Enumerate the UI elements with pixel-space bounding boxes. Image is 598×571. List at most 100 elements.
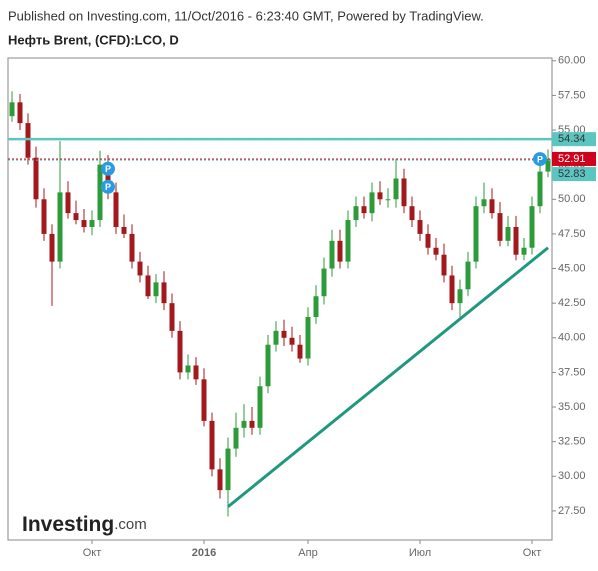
y-tick-label: 35.00 <box>558 401 586 413</box>
candle-body <box>457 289 463 304</box>
candle-body <box>121 226 127 234</box>
candle-body <box>345 220 351 262</box>
candle-body <box>497 213 503 241</box>
price-label: 54.34 <box>558 133 586 145</box>
candle-body <box>233 427 239 449</box>
candle-body <box>433 247 439 255</box>
x-tick-label: Окт <box>83 547 102 559</box>
y-tick-label: 40.00 <box>558 332 586 344</box>
y-tick-label: 60.00 <box>558 55 586 67</box>
plot-border <box>7 57 553 541</box>
instrument: Нефть Brent, (CFD):LCO, D <box>8 32 179 47</box>
price-label-box <box>552 151 596 166</box>
logo-suffix: .com <box>114 516 147 533</box>
candle-body <box>265 344 271 387</box>
candle-body <box>449 275 455 304</box>
marker <box>533 152 547 167</box>
candle-body <box>225 448 231 491</box>
candle-body <box>113 192 119 227</box>
candle-body <box>145 275 151 297</box>
candle-body <box>137 261 143 276</box>
candle-body <box>537 171 543 207</box>
candle-body <box>273 330 279 345</box>
marker-label: P <box>105 182 111 192</box>
candle-body <box>481 199 487 207</box>
candle-body <box>9 102 15 117</box>
candle-body <box>201 379 207 421</box>
y-tick-label: 27.50 <box>558 505 586 517</box>
price-label-box <box>552 132 596 147</box>
y-tick-label: 45.00 <box>558 262 586 274</box>
y-tick-label: 30.00 <box>558 470 586 482</box>
y-tick-label: 50.00 <box>558 193 586 205</box>
candle-body <box>177 330 183 373</box>
candle-body <box>209 420 215 470</box>
candle-body <box>89 220 95 227</box>
candle-body <box>161 282 167 304</box>
candle-body <box>73 213 79 221</box>
candle-body <box>529 206 535 248</box>
candle-body <box>241 420 247 428</box>
candle-body <box>249 420 255 428</box>
logo: Investing.com <box>22 513 147 536</box>
candle-body <box>473 206 479 262</box>
candle-body <box>185 365 191 373</box>
price-label: 52.83 <box>558 168 586 180</box>
candle-body <box>33 157 39 200</box>
candle-body <box>521 247 527 255</box>
logo-name: Investing <box>22 513 114 536</box>
candle-body <box>385 199 391 201</box>
marker <box>101 179 115 194</box>
candle-body <box>329 240 335 269</box>
candle-body <box>49 233 55 262</box>
candle-body <box>153 282 159 297</box>
candle-body <box>81 220 87 227</box>
published: Published on Investing.com, 11/Oct/2016 … <box>8 8 484 23</box>
candle-body <box>105 164 111 193</box>
y-tick-label: 57.50 <box>558 89 586 101</box>
price-label: 52.91 <box>558 153 586 165</box>
marker <box>101 161 115 176</box>
candle-body <box>169 303 175 331</box>
candle-body <box>425 233 431 248</box>
y-tick-label: 37.50 <box>558 366 586 378</box>
candle-body <box>401 178 407 207</box>
x-tick-label: Апр <box>298 547 317 559</box>
y-tick-label: 42.50 <box>558 297 586 309</box>
marker-label: P <box>537 154 543 164</box>
candle-body <box>441 254 447 276</box>
candle-body <box>281 330 287 338</box>
candle-body <box>513 226 519 255</box>
x-tick-label: Окт <box>523 547 542 559</box>
candle-body <box>369 192 375 214</box>
x-tick-label: 2016 <box>192 547 216 559</box>
candle-body <box>505 226 511 241</box>
candle-body <box>417 220 423 234</box>
y-tick-label: 47.50 <box>558 228 586 240</box>
candle-body <box>217 469 223 491</box>
candle-body <box>57 192 63 262</box>
candle-body <box>321 268 327 297</box>
candle-body <box>489 199 495 214</box>
candle-body <box>305 317 311 359</box>
y-tick-label: 32.50 <box>558 436 586 448</box>
price-label-box <box>552 167 596 182</box>
candle-body <box>193 365 199 380</box>
candle-body <box>313 296 319 318</box>
candle-body <box>297 344 303 359</box>
candle-body <box>289 337 295 345</box>
candle-body <box>465 261 471 290</box>
candle-body <box>129 233 135 262</box>
candle-body <box>353 206 359 221</box>
candle-body <box>545 159 551 172</box>
candle-body <box>393 178 399 200</box>
x-tick-label: Июл <box>409 547 431 559</box>
candle-body <box>337 240 343 262</box>
marker-label: P <box>105 164 111 174</box>
trendline <box>227 246 549 508</box>
candle-body <box>17 102 23 124</box>
candle-body <box>97 164 103 221</box>
candle-body <box>65 192 71 214</box>
